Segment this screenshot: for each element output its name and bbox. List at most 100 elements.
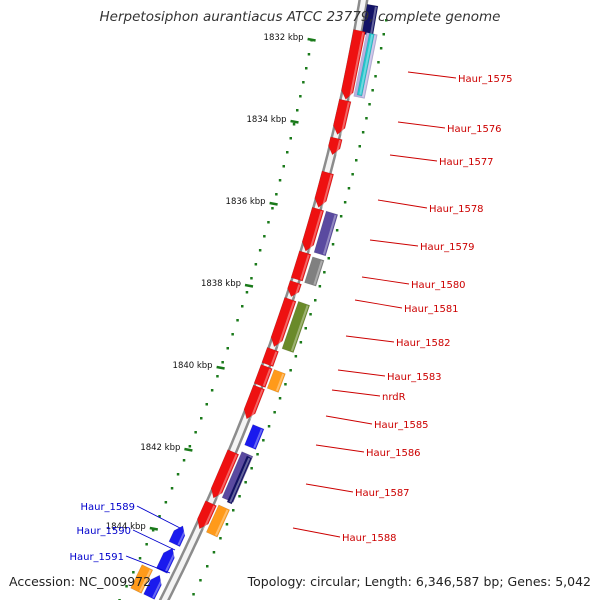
gene-feature [281,301,311,353]
gene-feature [143,574,164,600]
gene-shape [205,504,231,538]
guide-dot [145,543,148,546]
guide-dot [219,537,222,540]
gene-features [130,3,379,600]
gene-label: Haur_1576 [447,124,502,135]
gene-labels: Haur_1575 Haur_1576 Haur_1577 Haur_1578 Haur… [69,74,512,563]
leader-line [361,276,410,285]
leader-line [325,415,373,425]
guide-dot [368,103,371,106]
guide-dot [361,131,365,134]
gene-shape [210,449,240,499]
gene-shine [177,528,187,546]
gene-shape [130,564,154,594]
tick-mark [244,283,254,288]
gene-shape [243,384,266,420]
guide-dot [374,75,377,78]
accession-text: Accession: NC_009972 [9,574,152,589]
gene-label: Haur_1583 [387,372,442,383]
gene-shine [299,254,310,280]
gene-label: nrdR [382,392,406,403]
gene-shine [290,305,309,352]
gene-shine [253,428,263,449]
guide-dot [250,277,253,280]
tick-mark [216,365,225,370]
guide-dot [299,341,303,344]
gene-feature [168,525,187,547]
guide-dot [176,473,180,476]
backbone-ring [158,0,369,600]
gene-shine [294,284,301,298]
leader-line [407,71,457,79]
guide-dot [377,61,380,64]
guide-dot [382,33,385,36]
gene-shape [143,574,162,600]
guide-dot [263,235,266,238]
gene-shape [281,301,311,353]
gene-shape [266,369,286,393]
tick-mark [269,201,278,206]
guide-dot [296,109,299,112]
guide-dot [351,173,354,176]
guide-dot [256,453,259,456]
guide-dot [327,257,330,260]
gene-label: Haur_1589 [80,502,135,513]
gene-shape [314,170,335,208]
guide-dot [232,509,235,512]
guide-dot [339,215,343,218]
guide-dot [188,445,192,448]
guide-dot [355,159,358,162]
gene-shine [321,174,333,208]
guide-dot [282,165,285,168]
guide-dot [245,291,249,294]
tick-label: 1836 kbp [226,197,266,207]
guide-dot [309,313,312,316]
gene-shine [275,373,285,392]
guide-dot [132,571,135,574]
guide-dot [331,243,335,246]
gene-feature [266,369,286,393]
gene-label: Haur_1577 [439,157,494,168]
gene-label: Haur_1590 [76,526,131,537]
gene-shine [313,260,323,285]
guide-dot [241,305,244,308]
gene-shine [139,569,152,592]
guide-dot [212,551,216,554]
gene-feature [244,424,265,450]
gene-feature [226,455,252,505]
guide-dot [358,145,361,148]
gene-shape [333,98,352,136]
gene-shape [304,256,325,287]
gene-feature [243,384,266,420]
gene-feature [328,136,343,156]
gene-shine [152,577,164,599]
gene-label: Haur_1588 [342,533,397,544]
leader-line [315,444,365,453]
leader-line [305,483,354,493]
guide-dot [138,557,142,560]
gene-label: Haur_1585 [374,420,429,431]
tick-label: 1840 kbp [173,361,213,371]
gene-shine [335,139,342,155]
gene-shape [313,210,339,257]
guide-dot [267,425,271,428]
gene-label: Haur_1587 [355,488,410,499]
gene-shape [197,500,217,530]
guide-dot [323,271,326,274]
guide-dot [151,529,155,532]
gene-shape [253,364,273,388]
gene-feature [155,547,177,574]
tick-label: 1832 kbp [264,33,304,43]
guide-dot [284,383,287,386]
guide-dot [216,375,219,378]
leader-line [292,527,341,538]
gene-shape [356,32,375,97]
guide-dot [278,179,282,182]
gene-label: Haur_1582 [396,338,451,349]
guide-dot [294,355,298,358]
genome-summary: Topology: circular; Length: 6,346,587 bp… [247,574,591,589]
guide-dot [199,579,202,582]
gene-feature [301,206,325,252]
guide-dot [371,89,374,92]
dotted-guide-rings [118,19,388,600]
